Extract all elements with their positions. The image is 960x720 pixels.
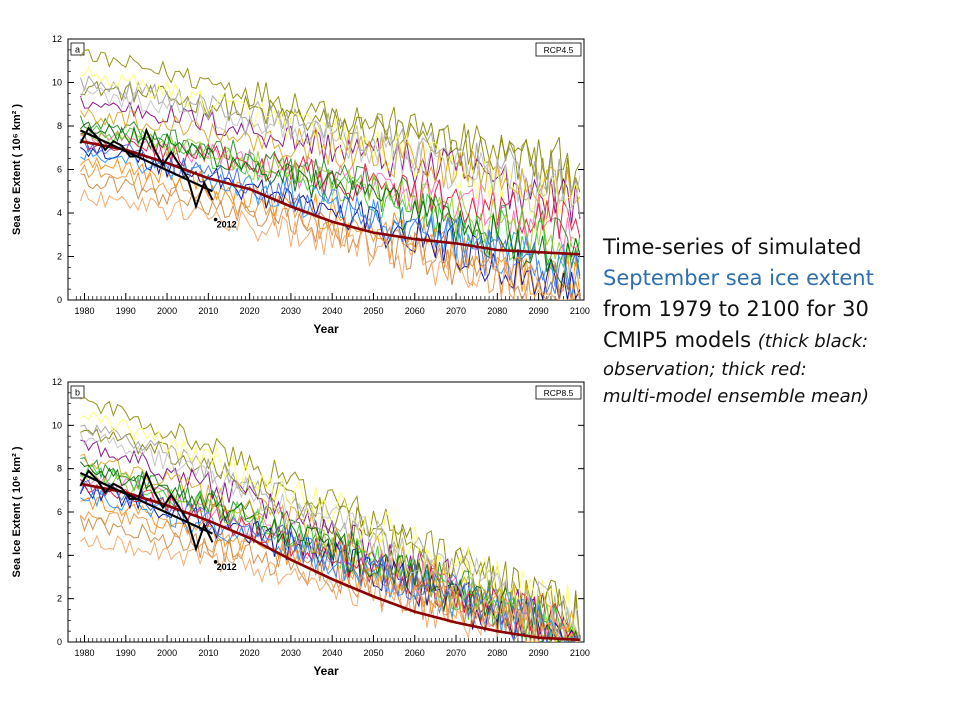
caption-line-4-italic: (thick black: bbox=[757, 331, 869, 352]
plot-area bbox=[79, 49, 581, 300]
x-tick-label: 2010 bbox=[198, 306, 218, 316]
chart-panel-b: 0 2 4 6 8 10 12 1980 1990 2000 2010 2020 2030 2040 205… bbox=[0, 368, 600, 720]
x-tick-label: 1980 bbox=[74, 648, 94, 658]
scenario-label-box bbox=[535, 42, 582, 57]
model-series-line bbox=[79, 188, 581, 300]
x-tick-label: 2030 bbox=[281, 306, 301, 316]
x-tick-label: 1990 bbox=[116, 648, 136, 658]
model-series-line bbox=[80, 439, 580, 642]
annotation-label: 2012 bbox=[217, 562, 237, 572]
x-tick-label: 2030 bbox=[281, 648, 301, 658]
y-tick-label: 6 bbox=[57, 507, 62, 517]
x-tick-label: 2040 bbox=[322, 306, 342, 316]
observation-line bbox=[79, 469, 214, 553]
model-series-line bbox=[80, 156, 581, 300]
model-series-line bbox=[80, 173, 581, 300]
y-tick-label: 12 bbox=[52, 377, 62, 387]
figure-caption: Time-series of simulated September sea i… bbox=[603, 232, 955, 410]
observation-trend-line bbox=[79, 472, 213, 535]
x-tick-label: 2070 bbox=[446, 306, 466, 316]
x-tick-label: 2080 bbox=[487, 648, 507, 658]
x-tick-label: 2050 bbox=[363, 306, 383, 316]
panel-label-box bbox=[70, 42, 85, 56]
x-tick-label: 2070 bbox=[446, 648, 466, 658]
caption-line-6: multi-model ensemble mean) bbox=[603, 386, 870, 407]
model-series-line bbox=[80, 121, 581, 288]
ensemble-mean-line bbox=[80, 482, 580, 642]
y-tick-label: 0 bbox=[57, 637, 62, 647]
x-tick-label: 2060 bbox=[405, 306, 425, 316]
chart-panel-a: 0 2 4 6 8 10 12 1980 1990 2000 2010 2020 2030 2040 205… bbox=[0, 0, 600, 360]
caption-line-1: Time-series of simulated bbox=[603, 235, 862, 259]
x-tick-label: 2090 bbox=[529, 648, 549, 658]
y-tick-label: 2 bbox=[57, 594, 62, 604]
x-tick-label: 2000 bbox=[157, 648, 177, 658]
ensemble-mean-line bbox=[80, 139, 580, 256]
annotation-label: 2012 bbox=[217, 220, 237, 230]
caption-line-4-text: CMIP5 models bbox=[603, 328, 758, 352]
x-tick-label: 2040 bbox=[322, 648, 342, 658]
model-series-line bbox=[79, 479, 581, 642]
panel-label: b bbox=[75, 388, 80, 398]
y-tick-label: 10 bbox=[52, 420, 62, 430]
annotation-point bbox=[213, 560, 218, 564]
annotation-point bbox=[213, 217, 218, 222]
model-series-line bbox=[79, 108, 581, 208]
scenario-label-box bbox=[535, 385, 582, 400]
y-axis-label: Sea Ice Extent ( 10⁶ km² ) bbox=[11, 104, 23, 235]
x-tick-label: 1990 bbox=[116, 306, 136, 316]
x-tick-label: 2090 bbox=[529, 306, 549, 316]
scenario-label: RCP4.5 bbox=[544, 45, 574, 55]
x-tick-label: 2050 bbox=[363, 648, 383, 658]
x-tick-label: 2020 bbox=[240, 648, 260, 658]
model-series-line bbox=[79, 483, 581, 642]
y-axis-label: Sea Ice Extent ( 10⁶ km² ) bbox=[11, 446, 23, 577]
y-tick-label: 8 bbox=[57, 121, 62, 131]
x-tick-label: 2080 bbox=[487, 306, 507, 316]
x-tick-label: 2060 bbox=[405, 648, 425, 658]
x-tick-label: 1980 bbox=[74, 306, 94, 316]
y-tick-label: 10 bbox=[52, 78, 62, 88]
x-tick-label: 2020 bbox=[240, 306, 260, 316]
sea-ice-chart-rcp45: 0 2 4 6 8 10 12 1980 1990 2000 2010 2020 2030 2040 205… bbox=[11, 34, 590, 336]
y-tick-label: 0 bbox=[57, 295, 62, 305]
sea-ice-chart-rcp85: 0 2 4 6 8 10 12 1980 1990 2000 2010 2020 2030 2040 205… bbox=[11, 377, 590, 678]
caption-line-3: from 1979 to 2100 for 30 bbox=[603, 297, 869, 321]
y-tick-label: 4 bbox=[57, 208, 62, 218]
y-tick-label: 6 bbox=[57, 165, 62, 175]
x-axis-label: Year bbox=[313, 664, 339, 678]
y-tick-label: 8 bbox=[57, 464, 62, 474]
y-tick-label: 4 bbox=[57, 550, 62, 560]
model-series-line bbox=[80, 124, 581, 264]
x-tick-label: 2010 bbox=[198, 648, 218, 658]
y-tick-label: 12 bbox=[52, 34, 62, 44]
model-series-line bbox=[79, 432, 581, 642]
x-tick-label: 2100 bbox=[570, 648, 590, 658]
observation-line bbox=[79, 126, 214, 210]
panel-label-box bbox=[70, 385, 85, 399]
observation-trend-line bbox=[79, 129, 213, 193]
model-series-line bbox=[80, 457, 581, 642]
x-axis-label: Year bbox=[313, 322, 339, 336]
y-tick-label: 2 bbox=[57, 252, 62, 262]
x-tick-label: 2100 bbox=[570, 306, 590, 316]
x-tick-label: 2000 bbox=[157, 306, 177, 316]
panel-label: a bbox=[75, 45, 80, 55]
model-series-line bbox=[80, 411, 581, 638]
model-series-line bbox=[79, 86, 581, 213]
caption-line-4: CMIP5 models (thick black: bbox=[603, 325, 955, 356]
plot-area bbox=[79, 396, 581, 642]
caption-line-2: September sea ice extent bbox=[603, 266, 874, 290]
caption-line-5: observation; thick red: bbox=[603, 359, 807, 380]
scenario-label: RCP8.5 bbox=[544, 388, 574, 398]
